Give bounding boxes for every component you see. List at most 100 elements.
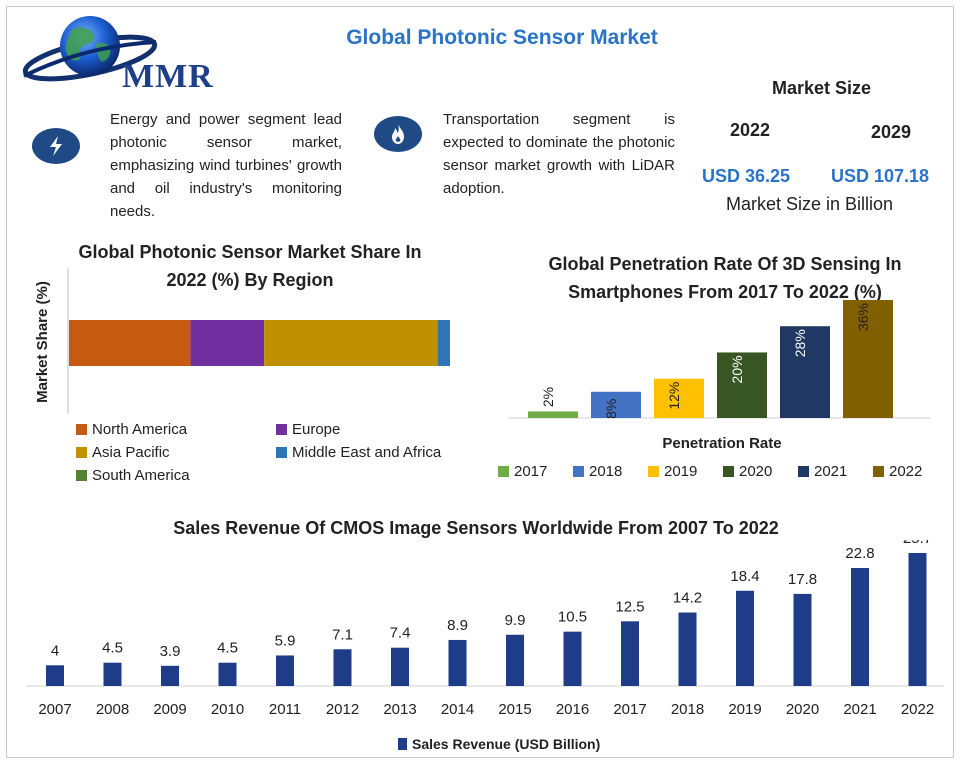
mmr-logo: MMR (20, 14, 220, 95)
market-size-year-2029: 2029 (871, 122, 912, 142)
penetration-legend-label: 2019 (664, 463, 698, 480)
market-size-value-2022: USD 36.25 (702, 166, 791, 186)
penetration-legend-label: 2022 (889, 463, 923, 480)
cmos-bar-2008 (103, 662, 122, 686)
cmos-value-label: 7.1 (332, 626, 353, 643)
cmos-value-label: 17.8 (788, 571, 817, 588)
region-legend-item: South America (76, 467, 190, 484)
cmos-tick-label: 2021 (843, 701, 876, 718)
cmos-value-label: 18.4 (730, 568, 759, 585)
penetration-value-label: 8% (603, 399, 619, 419)
region-legend-item: Asia Pacific (76, 444, 170, 461)
penetration-legend-swatch (873, 466, 884, 477)
penetration-legend-item: 2021 (798, 463, 847, 480)
cmos-bar-2010 (218, 662, 237, 686)
cmos-bar-2022 (908, 553, 927, 686)
region-legend-label: North America (92, 421, 188, 438)
region-share-chart: Market Share (%) (34, 268, 450, 414)
penetration-chart: Penetration Rate 2% 8% 12% 20% 28% 36% (508, 300, 930, 452)
penetration-value-label: 2% (540, 387, 556, 407)
penetration-legend-swatch (573, 466, 584, 477)
cmos-bar-2012 (333, 649, 352, 686)
cmos-legend-label: Sales Revenue (USD Billion) (412, 736, 601, 752)
cmos-bar-2015 (506, 634, 524, 686)
cmos-tick-label: 2022 (901, 701, 934, 718)
region-bar-europe (190, 320, 265, 366)
page-title: Global Photonic Sensor Market (346, 26, 658, 49)
penetration-value-label: 12% (666, 382, 682, 410)
penetration-legend-swatch (498, 466, 509, 477)
penetration-legend-label: 2017 (514, 463, 548, 480)
energy-highlight-text: Energy and power segment lead photonic s… (110, 111, 342, 220)
penetration-bar-2020 (717, 352, 767, 418)
cmos-tick-label: 2019 (728, 701, 761, 718)
cmos-tick-label: 2010 (211, 701, 244, 718)
penetration-value-label: 28% (792, 329, 808, 357)
penetration-legend-item: 2017 (498, 463, 547, 480)
cmos-bar-2019 (736, 590, 754, 686)
cmos-tick-label: 2016 (556, 701, 589, 718)
cmos-bar-2020 (793, 593, 812, 686)
cmos-value-label: 10.5 (558, 609, 587, 626)
penetration-bar-2019 (654, 378, 704, 418)
cmos-tick-label: 2017 (613, 701, 646, 718)
cmos-bar-2017 (621, 621, 639, 686)
cmos-value-label: 3.9 (160, 643, 181, 660)
penetration-chart-xlabel: Penetration Rate (662, 435, 781, 452)
cmos-tick-label: 2011 (269, 701, 301, 718)
market-size-value-2029: USD 107.18 (831, 166, 930, 186)
cmos-value-label: 25.7 (903, 540, 932, 547)
market-size-year-2022: 2022 (730, 120, 771, 140)
cmos-value-label: 4 (51, 642, 59, 659)
cmos-tick-label: 2008 (96, 701, 129, 718)
cmos-bar-2016 (563, 631, 582, 686)
cmos-value-label: 4.5 (102, 640, 123, 657)
cmos-tick-label: 2018 (671, 701, 704, 718)
penetration-legend-label: 2021 (814, 463, 848, 480)
transport-highlight-text: Transportation segment is expected to do… (443, 111, 675, 197)
penetration-legend-item: 2019 (648, 463, 697, 480)
region-legend-label: Europe (292, 421, 341, 438)
cmos-value-label: 7.4 (390, 625, 411, 642)
region-legend-label: Asia Pacific (92, 444, 170, 461)
cmos-tick-label: 2012 (326, 701, 359, 718)
penetration-value-label: 36% (855, 303, 871, 331)
region-legend-label: Middle East and Africa (292, 444, 442, 461)
penetration-bar-2017 (528, 411, 578, 418)
cmos-tick-label: 2015 (498, 701, 531, 718)
cmos-bar-2018 (678, 612, 697, 686)
region-bar-middle-east-and-africa (437, 320, 450, 366)
region-share-chart-title: Global Photonic Sensor Market Share In 2… (78, 242, 422, 290)
cmos-value-label: 22.8 (845, 545, 874, 562)
cmos-value-label: 9.9 (505, 612, 526, 629)
cmos-chart-legend: Sales Revenue (USD Billion) (398, 736, 600, 752)
penetration-legend-swatch (648, 466, 659, 477)
region-legend-item: Middle East and Africa (276, 444, 441, 461)
globe-logo-icon (22, 16, 158, 82)
cmos-revenue-chart: 4 2007 4.5 2008 3.9 2009 4.5 2010 5.9 2011 7.1 2012… (26, 540, 944, 718)
cmos-bar-2021 (851, 568, 869, 686)
region-legend-swatch (276, 447, 287, 458)
flame-icon (374, 116, 422, 152)
region-legend-item: Europe (276, 421, 340, 438)
penetration-legend-item: 2022 (873, 463, 922, 480)
cmos-legend-swatch (398, 738, 407, 750)
penetration-legend-swatch (723, 466, 734, 477)
cmos-chart-title: Sales Revenue Of CMOS Image Sensors Worl… (173, 518, 779, 538)
cmos-tick-label: 2020 (786, 701, 819, 718)
cmos-value-label: 5.9 (275, 632, 296, 649)
cmos-bar-2011 (276, 655, 294, 686)
logo-wordmark: MMR (122, 58, 214, 95)
penetration-legend-swatch (798, 466, 809, 477)
cmos-tick-label: 2007 (38, 701, 71, 718)
cmos-bar-2007 (46, 665, 64, 686)
market-size-heading: Market Size (772, 78, 872, 98)
cmos-tick-label: 2013 (383, 701, 416, 718)
penetration-legend-item: 2020 (723, 463, 772, 480)
market-size-note: Market Size in Billion (726, 194, 894, 214)
region-legend-swatch (276, 424, 287, 435)
cmos-value-label: 4.5 (217, 640, 238, 657)
lightning-icon (32, 128, 80, 164)
region-legend-label: South America (92, 467, 190, 484)
region-legend-item: North America (76, 421, 187, 438)
